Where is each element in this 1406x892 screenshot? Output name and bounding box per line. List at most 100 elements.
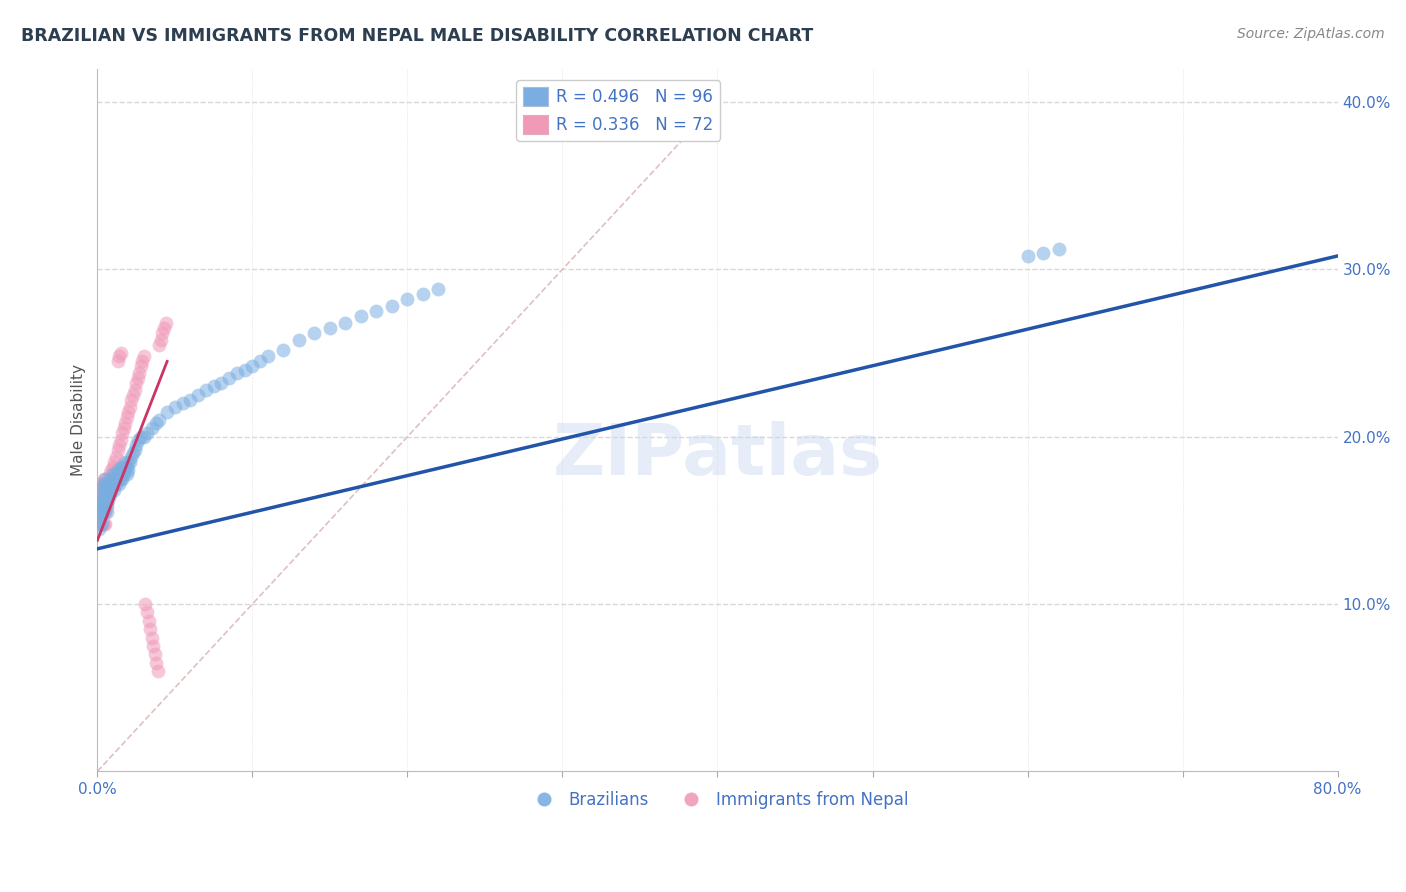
Point	[152, 326, 174, 340]
Point	[112, 421, 135, 435]
Point	[117, 404, 139, 418]
Point	[110, 433, 132, 447]
Point	[114, 417, 136, 431]
Point	[288, 333, 311, 347]
Point	[94, 471, 117, 485]
Point	[115, 467, 138, 481]
Point	[93, 488, 115, 502]
Point	[118, 455, 141, 469]
Point	[111, 471, 134, 485]
Point	[115, 409, 138, 424]
Point	[129, 430, 152, 444]
Point	[104, 467, 127, 481]
Point	[125, 438, 148, 452]
Point	[218, 371, 240, 385]
Point	[97, 483, 120, 498]
Text: Source: ZipAtlas.com: Source: ZipAtlas.com	[1237, 27, 1385, 41]
Point	[146, 664, 169, 678]
Point	[145, 417, 167, 431]
Point	[98, 488, 121, 502]
Point	[132, 350, 155, 364]
Point	[107, 443, 129, 458]
Point	[96, 488, 118, 502]
Point	[91, 480, 114, 494]
Point	[110, 467, 132, 481]
Point	[381, 299, 404, 313]
Point	[87, 505, 110, 519]
Point	[335, 316, 357, 330]
Point	[120, 450, 142, 464]
Point	[257, 350, 280, 364]
Y-axis label: Male Disability: Male Disability	[72, 364, 86, 476]
Point	[350, 309, 373, 323]
Point	[118, 400, 141, 414]
Point	[96, 500, 118, 514]
Point	[172, 396, 194, 410]
Point	[114, 463, 136, 477]
Point	[96, 505, 118, 519]
Point	[117, 455, 139, 469]
Point	[142, 639, 165, 653]
Point	[149, 333, 172, 347]
Point	[94, 483, 117, 498]
Point	[111, 463, 134, 477]
Point	[101, 467, 124, 481]
Point	[98, 480, 121, 494]
Point	[134, 597, 156, 611]
Point	[249, 354, 271, 368]
Point	[93, 493, 115, 508]
Point	[396, 293, 419, 307]
Point	[94, 516, 117, 531]
Point	[143, 647, 166, 661]
Point	[93, 505, 115, 519]
Point	[139, 622, 162, 636]
Point	[91, 505, 114, 519]
Point	[87, 516, 110, 531]
Point	[412, 287, 434, 301]
Point	[122, 388, 145, 402]
Point	[101, 471, 124, 485]
Point	[98, 471, 121, 485]
Point	[138, 614, 160, 628]
Point	[104, 476, 127, 491]
Point	[112, 467, 135, 481]
Point	[87, 500, 110, 514]
Point	[194, 383, 217, 397]
Point	[108, 350, 131, 364]
Point	[97, 493, 120, 508]
Point	[97, 483, 120, 498]
Point	[125, 376, 148, 391]
Point	[97, 476, 120, 491]
Point	[148, 413, 170, 427]
Point	[202, 379, 225, 393]
Point	[91, 500, 114, 514]
Point	[94, 483, 117, 498]
Point	[107, 354, 129, 368]
Point	[366, 304, 388, 318]
Point	[98, 467, 121, 481]
Point	[103, 455, 125, 469]
Point	[93, 476, 115, 491]
Point	[155, 316, 177, 330]
Point	[89, 476, 111, 491]
Point	[273, 343, 295, 357]
Point	[91, 480, 114, 494]
Point	[187, 388, 209, 402]
Point	[93, 516, 115, 531]
Point	[122, 446, 145, 460]
Legend: Brazilians, Immigrants from Nepal: Brazilians, Immigrants from Nepal	[520, 784, 915, 816]
Point	[91, 500, 114, 514]
Point	[103, 471, 125, 485]
Point	[427, 282, 450, 296]
Point	[89, 516, 111, 531]
Point	[117, 463, 139, 477]
Point	[89, 505, 111, 519]
Point	[89, 505, 111, 519]
Point	[225, 366, 247, 380]
Point	[132, 430, 155, 444]
Point	[1032, 245, 1054, 260]
Point	[96, 497, 118, 511]
Point	[112, 459, 135, 474]
Point	[120, 392, 142, 407]
Text: ZIPatlas: ZIPatlas	[553, 421, 883, 490]
